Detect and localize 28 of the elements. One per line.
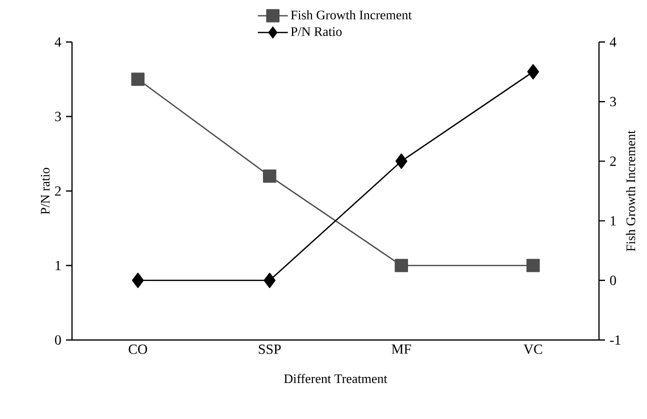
y-tick-label: 0 (55, 335, 61, 345)
y2-axis-title: Fish Growth Increment (626, 130, 636, 252)
y-axis-title: P/N ratio (40, 168, 50, 214)
x-tick-label: MF (392, 344, 411, 354)
point (527, 64, 540, 80)
point (526, 258, 540, 272)
y-tick-label: 4 (54, 37, 62, 47)
y-tick-label: 2 (55, 186, 61, 196)
y2-tick-label: 3 (610, 96, 616, 106)
point (394, 258, 408, 272)
y2-tick-label: -1 (610, 335, 620, 345)
legend-label: P/N Ratio (290, 27, 342, 36)
x-tick-label: CO (128, 344, 148, 354)
x-axis-title: Different Treatment (284, 374, 388, 384)
y2-tick-label: 4 (610, 37, 616, 47)
y-tick-label: 1 (56, 260, 61, 270)
point (264, 272, 276, 288)
point (395, 154, 408, 169)
x-tick-label: VC (524, 344, 542, 354)
y2-tick-label: 0 (610, 276, 616, 286)
point (131, 72, 145, 86)
y2-tick-label: 1 (610, 216, 616, 226)
x-tick-label: SSP (258, 344, 281, 354)
y2-tick-label: 2 (610, 156, 616, 166)
legend-label: Fish Growth Increment (290, 10, 412, 20)
point (132, 272, 144, 288)
point (262, 169, 276, 183)
y-tick-label: 3 (55, 112, 61, 122)
